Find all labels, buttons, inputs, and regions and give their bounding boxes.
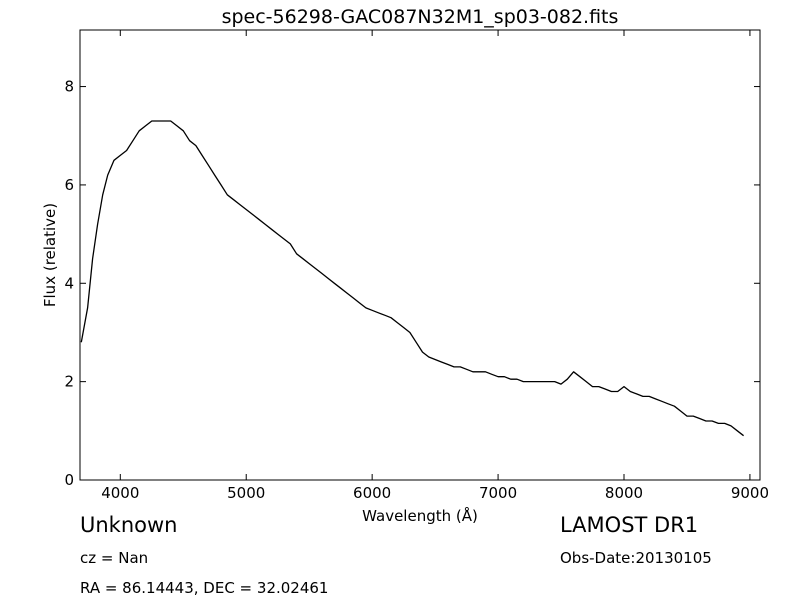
x-tick-label: 8000 <box>605 484 643 502</box>
object-class-label: Unknown <box>80 513 178 537</box>
chart-title: spec-56298-GAC087N32M1_sp03-082.fits <box>222 6 619 28</box>
coordinates-label: RA = 86.14443, DEC = 32.02461 <box>80 579 329 597</box>
plot-frame <box>79 29 761 481</box>
obs-date-label: Obs-Date:20130105 <box>560 549 712 567</box>
spectrum-group <box>80 120 744 437</box>
x-tick-label: 9000 <box>731 484 769 502</box>
x-tick-label: 4000 <box>101 484 139 502</box>
redshift-label: cz = Nan <box>80 549 149 567</box>
x-axis-ticks: 4000 5000 6000 7000 8000 9000 <box>101 30 769 502</box>
plot-area-background <box>80 30 760 480</box>
y-axis-label: Flux (relative) <box>41 203 59 307</box>
x-tick-label: 6000 <box>353 484 391 502</box>
x-tick-label: 7000 <box>479 484 517 502</box>
x-axis-label: Wavelength (Å) <box>362 506 478 525</box>
x-tick-label: 5000 <box>227 484 265 502</box>
survey-label: LAMOST DR1 <box>560 513 699 537</box>
y-tick-label: 6 <box>64 176 74 194</box>
y-tick-label: 2 <box>64 373 74 391</box>
y-tick-label: 0 <box>64 471 74 489</box>
y-tick-label: 8 <box>64 78 74 96</box>
y-tick-label: 4 <box>64 274 74 292</box>
spectrum-line <box>80 120 744 437</box>
